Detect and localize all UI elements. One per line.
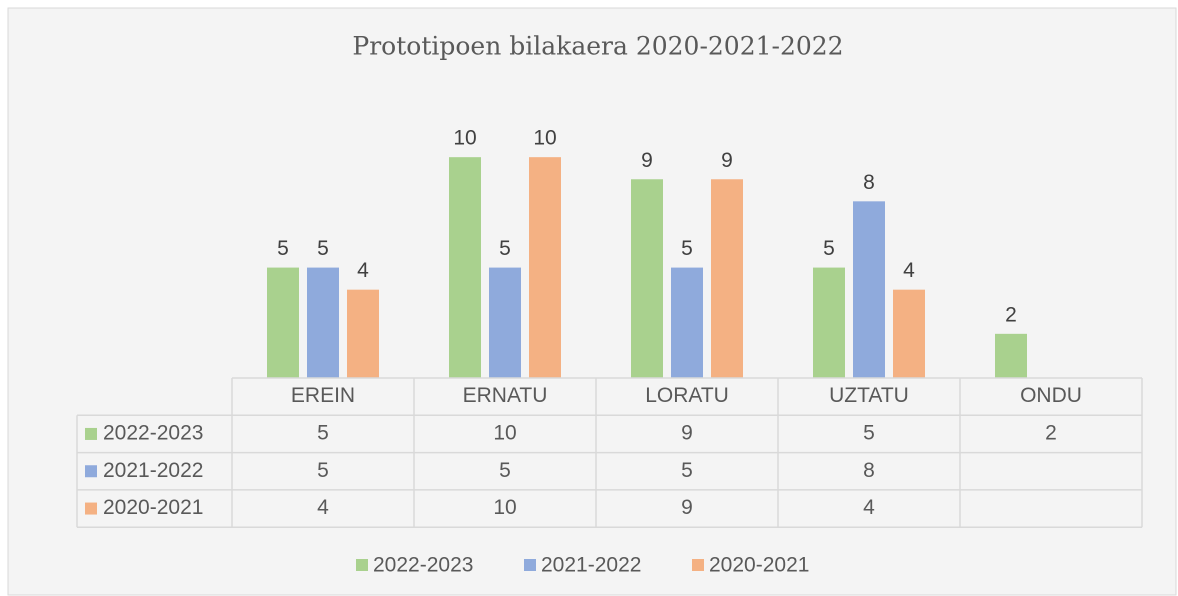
- bar: [671, 267, 703, 378]
- table-value: 4: [317, 496, 329, 519]
- table-value: 5: [499, 459, 511, 482]
- table-value: 9: [681, 421, 693, 444]
- legend-key: [85, 465, 97, 478]
- category-label: ONDU: [1020, 384, 1082, 407]
- legend-key: [85, 502, 97, 515]
- bar: [711, 179, 743, 378]
- data-label: 10: [533, 127, 556, 150]
- category-label: EREIN: [291, 384, 355, 407]
- data-label: 4: [357, 259, 369, 282]
- table-value: 10: [493, 421, 516, 444]
- table-value: 8: [863, 459, 875, 482]
- bar: [631, 179, 663, 378]
- table-value: 5: [863, 421, 875, 444]
- data-label: 5: [499, 237, 511, 260]
- data-label: 10: [453, 127, 476, 150]
- bar: [529, 157, 561, 378]
- table-value: 5: [317, 421, 329, 444]
- legend-label: 2020-2021: [709, 554, 809, 577]
- series-label: 2020-2021: [103, 496, 203, 519]
- legend-key: [356, 559, 368, 571]
- legend-key: [692, 559, 704, 571]
- bar: [893, 289, 925, 378]
- legend-key: [85, 427, 97, 440]
- legend-key: [524, 559, 536, 571]
- bar: [267, 267, 299, 378]
- legend-label: 2022-2023: [373, 554, 473, 577]
- data-label: 5: [317, 237, 329, 260]
- series-label: 2021-2022: [103, 459, 203, 482]
- table-value: 4: [863, 496, 875, 519]
- bar: [995, 333, 1027, 378]
- table-value: 10: [493, 496, 516, 519]
- legend-label: 2021-2022: [541, 554, 641, 577]
- category-label: LORATU: [645, 384, 729, 407]
- table-value: 9: [681, 496, 693, 519]
- chart-area: [7, 7, 1177, 596]
- data-label: 5: [823, 237, 835, 260]
- series-label: 2022-2023: [103, 421, 203, 444]
- table-value: 2: [1045, 421, 1057, 444]
- bar: [307, 267, 339, 378]
- data-label: 9: [721, 149, 733, 172]
- bar: [813, 267, 845, 378]
- bar: [853, 201, 885, 378]
- category-label: UZTATU: [829, 384, 909, 407]
- category-label: ERNATU: [463, 384, 548, 407]
- bar: [489, 267, 521, 378]
- data-label: 5: [277, 237, 289, 260]
- data-label: 4: [903, 259, 915, 282]
- table-value: 5: [681, 459, 693, 482]
- bar: [449, 157, 481, 378]
- data-label: 9: [641, 149, 653, 172]
- bar: [347, 289, 379, 378]
- data-label: 2: [1005, 303, 1017, 326]
- table-value: 5: [317, 459, 329, 482]
- data-label: 8: [863, 171, 875, 194]
- data-label: 5: [681, 237, 693, 260]
- chart-title: Prototipoen bilakaera 2020-2021-2022: [352, 32, 843, 61]
